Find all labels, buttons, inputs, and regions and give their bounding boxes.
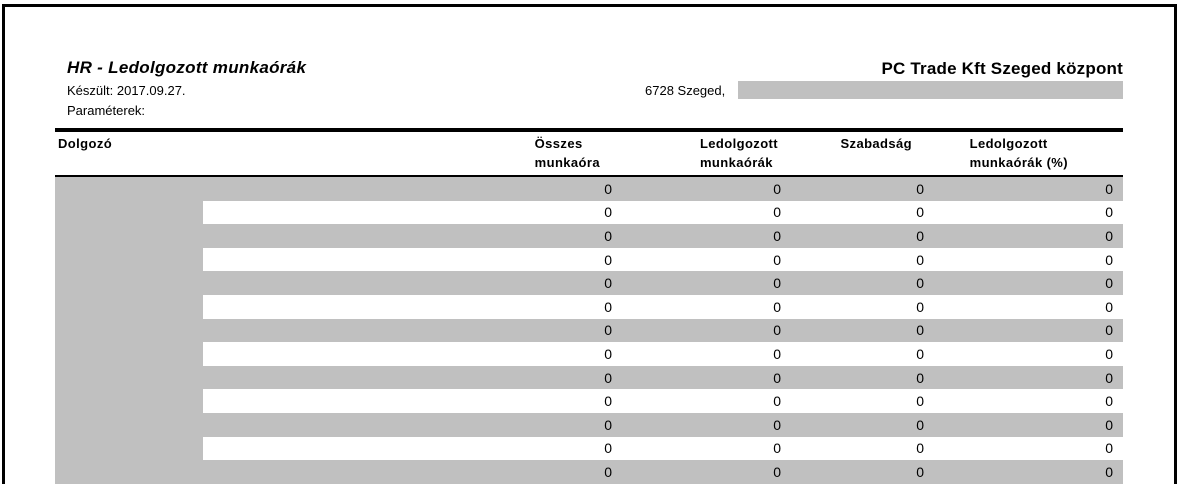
table-row: 0 0 0 0 xyxy=(55,201,1123,225)
vacation-cell: 0 xyxy=(916,369,924,386)
vacation-cell: 0 xyxy=(916,322,924,339)
worked-hours-percent-cell: 0 xyxy=(1105,369,1113,386)
worked-hours-percent-cell: 0 xyxy=(1105,463,1113,480)
total-hours-cell: 0 xyxy=(604,275,612,292)
worked-hours-percent-cell: 0 xyxy=(1105,227,1113,244)
table-row: 0 0 0 0 xyxy=(55,318,1123,343)
worked-hours-cell: 0 xyxy=(773,440,781,457)
vacation-cell: 0 xyxy=(916,440,924,457)
worked-hours-percent-cell: 0 xyxy=(1105,322,1113,339)
column-header-osszes-munkaora: Összes munkaóra xyxy=(520,134,618,175)
company-name: PC Trade Kft Szeged központ xyxy=(881,59,1123,78)
worked-hours-percent-cell: 0 xyxy=(1105,204,1113,221)
table-header-row: Dolgozó Összes munkaóra Ledolgozott munk… xyxy=(55,132,1123,175)
header-top-rule xyxy=(55,128,1123,132)
column-header-line: Ledolgozott xyxy=(969,136,1048,151)
worked-hours-percent-cell: 0 xyxy=(1105,251,1113,268)
worked-hours-cell: 0 xyxy=(773,369,781,386)
total-hours-cell: 0 xyxy=(604,298,612,315)
table-body: 0 0 0 0 0 0 0 0 0 0 0 0 0 0 0 0 0 0 0 0 … xyxy=(55,177,1123,484)
report-title: HR - Ledolgozott munkaórák xyxy=(67,58,307,77)
worked-hours-cell: 0 xyxy=(773,180,781,197)
column-header-line: munkaórák (%) xyxy=(969,155,1068,170)
vacation-cell: 0 xyxy=(916,275,924,292)
worked-hours-cell: 0 xyxy=(773,298,781,315)
worked-hours-cell: 0 xyxy=(773,251,781,268)
total-hours-cell: 0 xyxy=(604,345,612,362)
worked-hours-percent-cell: 0 xyxy=(1105,393,1113,410)
redacted-address-box xyxy=(738,81,1123,99)
table-row: 0 0 0 0 xyxy=(55,412,1123,437)
table-row: 0 0 0 0 xyxy=(55,224,1123,248)
column-header-ledolgozott-munkaorak: Ledolgozott munkaórák xyxy=(618,134,785,175)
company-address-line: 6728 Szeged, xyxy=(645,81,1123,99)
worked-hours-percent-cell: 0 xyxy=(1105,440,1113,457)
total-hours-cell: 0 xyxy=(604,369,612,386)
worked-hours-cell: 0 xyxy=(773,416,781,433)
column-header-ledolgozott-szazalek: Ledolgozott munkaórák (%) xyxy=(928,134,1123,175)
vacation-cell: 0 xyxy=(916,463,924,480)
worked-hours-cell: 0 xyxy=(773,227,781,244)
vacation-cell: 0 xyxy=(916,227,924,244)
worked-hours-percent-cell: 0 xyxy=(1105,345,1113,362)
column-header-line: Összes xyxy=(534,136,583,151)
total-hours-cell: 0 xyxy=(604,416,612,433)
header-bottom-rule xyxy=(55,175,1123,177)
worked-hours-percent-cell: 0 xyxy=(1105,416,1113,433)
worked-hours-percent-cell: 0 xyxy=(1105,275,1113,292)
vacation-cell: 0 xyxy=(916,251,924,268)
worked-hours-cell: 0 xyxy=(773,393,781,410)
company-address: 6728 Szeged, xyxy=(645,82,726,98)
total-hours-cell: 0 xyxy=(604,204,612,221)
worked-hours-percent-cell: 0 xyxy=(1105,298,1113,315)
worked-hours-cell: 0 xyxy=(773,204,781,221)
created-date: Készült: 2017.09.27. xyxy=(67,83,186,98)
table-row: 0 0 0 0 xyxy=(55,437,1123,461)
column-header-line: munkaóra xyxy=(534,155,600,170)
column-header-line: munkaórák xyxy=(699,155,773,170)
table-row: 0 0 0 0 xyxy=(55,342,1123,366)
vacation-cell: 0 xyxy=(916,416,924,433)
vacation-cell: 0 xyxy=(916,180,924,197)
vacation-cell: 0 xyxy=(916,393,924,410)
total-hours-cell: 0 xyxy=(604,251,612,268)
total-hours-cell: 0 xyxy=(604,227,612,244)
worked-hours-cell: 0 xyxy=(773,463,781,480)
table-row: 0 0 0 0 xyxy=(55,389,1123,413)
column-header-line: Ledolgozott xyxy=(699,136,778,151)
worked-hours-percent-cell: 0 xyxy=(1105,180,1113,197)
table-row: 0 0 0 0 xyxy=(55,271,1123,295)
table-row: 0 0 0 0 xyxy=(55,365,1123,390)
column-header-line: Szabadság xyxy=(840,136,912,151)
total-hours-cell: 0 xyxy=(604,322,612,339)
vacation-cell: 0 xyxy=(916,345,924,362)
worked-hours-cell: 0 xyxy=(773,275,781,292)
column-header-dolgozo: Dolgozó xyxy=(58,136,113,151)
table-row: 0 0 0 0 xyxy=(55,460,1123,484)
vacation-cell: 0 xyxy=(916,204,924,221)
total-hours-cell: 0 xyxy=(604,393,612,410)
total-hours-cell: 0 xyxy=(604,463,612,480)
vacation-cell: 0 xyxy=(916,298,924,315)
total-hours-cell: 0 xyxy=(604,440,612,457)
parameters-label: Paraméterek: xyxy=(67,103,146,118)
worked-hours-table: Dolgozó Összes munkaóra Ledolgozott munk… xyxy=(55,128,1123,484)
table-row: 0 0 0 0 xyxy=(55,177,1123,201)
worked-hours-cell: 0 xyxy=(773,322,781,339)
column-header-szabadsag: Szabadság xyxy=(785,134,928,175)
total-hours-cell: 0 xyxy=(604,180,612,197)
worked-hours-cell: 0 xyxy=(773,345,781,362)
table-row: 0 0 0 0 xyxy=(55,295,1123,319)
table-row: 0 0 0 0 xyxy=(55,248,1123,272)
